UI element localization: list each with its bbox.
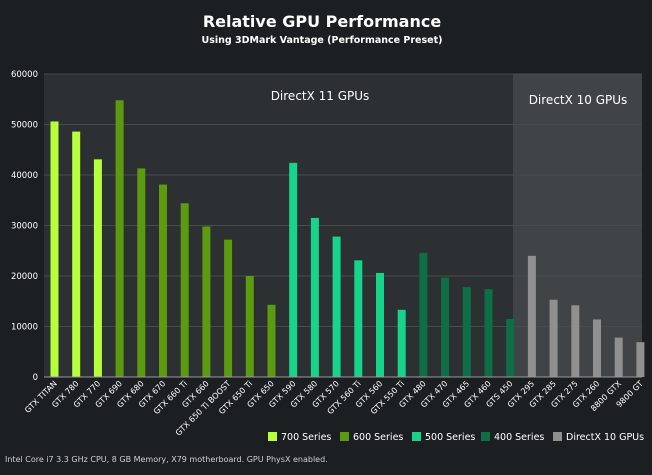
y-tick-label: 10000 — [11, 323, 38, 333]
bar — [72, 131, 81, 377]
y-tick-label: 40000 — [11, 171, 38, 181]
y-tick-label: 30000 — [11, 222, 38, 232]
bar — [484, 289, 493, 377]
region-label-directx10: DirectX 10 GPUs — [529, 93, 628, 107]
bar — [441, 277, 450, 377]
y-tick-label: 60000 — [11, 70, 38, 80]
bar — [137, 168, 146, 377]
y-axis-ticks: 0 10000 20000 30000 40000 50000 60000 — [11, 70, 38, 383]
y-tick-label: 0 — [33, 373, 38, 383]
region-label-directx11: DirectX 11 GPUs — [271, 89, 370, 103]
bar — [224, 239, 233, 377]
footnote: Intel Core i7 3.3 GHz CPU, 8 GB Memory, … — [5, 455, 328, 464]
chart-subtitle: Using 3DMark Vantage (Performance Preset… — [202, 35, 443, 46]
bar — [93, 159, 102, 377]
bar — [245, 276, 254, 377]
bar — [419, 252, 428, 377]
bar — [527, 255, 536, 377]
bar — [159, 184, 167, 377]
bar — [636, 342, 645, 377]
y-tick-label: 20000 — [11, 272, 38, 282]
legend-swatch — [412, 432, 421, 441]
bar — [202, 226, 211, 377]
legend-swatch — [553, 432, 562, 441]
bar — [115, 100, 124, 377]
legend: 700 Series 600 Series 500 Series 400 Series… — [268, 432, 644, 443]
legend-label: 400 Series — [494, 432, 544, 443]
chart-title: Relative GPU Performance — [203, 12, 442, 31]
bar — [614, 337, 623, 377]
bar — [376, 272, 384, 377]
legend-swatch — [268, 432, 277, 441]
bar — [50, 121, 59, 377]
bar — [289, 162, 298, 377]
legend-swatch — [340, 432, 349, 441]
bar — [267, 304, 276, 377]
legend-label: 600 Series — [353, 432, 403, 443]
legend-label: 500 Series — [425, 432, 475, 443]
bar — [180, 203, 189, 377]
bar — [462, 287, 471, 377]
bar — [332, 236, 341, 377]
bar — [593, 319, 601, 377]
bar — [354, 260, 363, 377]
bar — [549, 299, 558, 377]
bar — [397, 309, 406, 377]
bar — [310, 217, 319, 377]
bars — [50, 100, 645, 377]
legend-swatch — [481, 432, 490, 441]
legend-label: DirectX 10 GPUs — [566, 432, 644, 443]
bar — [506, 318, 515, 377]
bar — [571, 305, 580, 377]
legend-label: 700 Series — [281, 432, 331, 443]
y-tick-label: 50000 — [11, 121, 38, 131]
